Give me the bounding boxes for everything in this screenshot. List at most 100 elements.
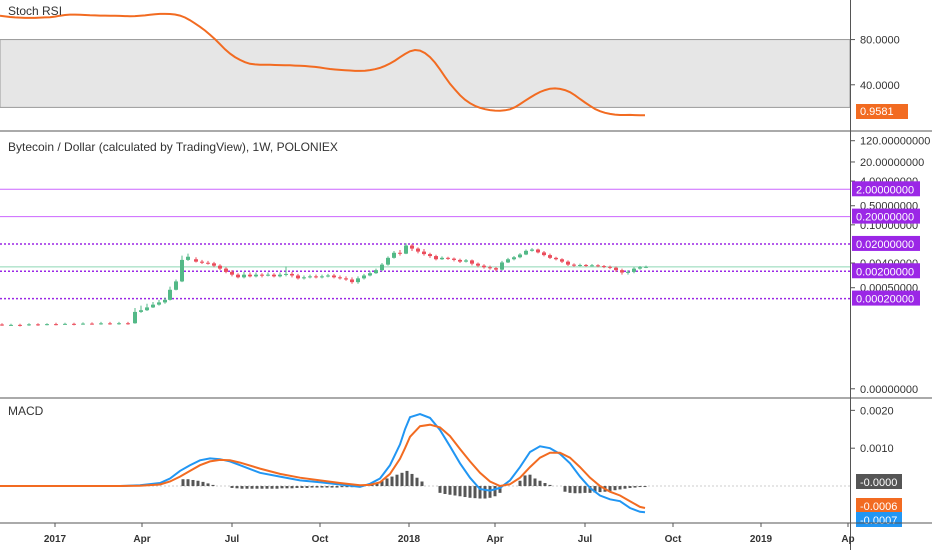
price-candle (428, 252, 432, 258)
macd-histogram-bar (315, 486, 319, 488)
macd-histogram-bar (573, 486, 577, 494)
price-level-badge (852, 181, 920, 197)
macd-histogram-bar (563, 486, 567, 492)
stoch-rsi-band (0, 39, 851, 108)
macd-histogram-bar (415, 477, 419, 487)
price-candle (236, 273, 240, 279)
price-candle (230, 270, 234, 277)
macd-histogram-bar (206, 483, 210, 487)
price-candle (464, 259, 468, 263)
macd-histogram-bar (201, 481, 205, 487)
price-candle (332, 273, 336, 279)
macd-histogram-bar (325, 486, 329, 488)
macd-pane[interactable]: 0.0020 0.0010 -0.0000 -0.0006 -0.0007 MACD (0, 404, 902, 527)
price-candle (596, 264, 600, 268)
stoch-rsi-tick-label: 40.0000 (860, 80, 900, 92)
macd-histogram-bar (410, 473, 414, 487)
macd-histogram-bar (523, 475, 527, 487)
macd-histogram-bar (643, 486, 647, 488)
macd-histogram-bar (305, 486, 309, 488)
price-candle (422, 249, 426, 256)
stoch-rsi-pane[interactable]: 80.0000 40.0000 Stoch RSI 0.9581 (0, 4, 908, 119)
macd-histogram-bar (548, 484, 552, 487)
macd-histogram-bar (345, 486, 349, 488)
time-axis-label: Oct (312, 534, 329, 545)
price-candle (254, 272, 258, 278)
price-candle (302, 275, 306, 280)
macd-value-badge (856, 498, 902, 513)
price-candle (81, 322, 85, 325)
price-candle (434, 254, 438, 261)
price-candle (476, 262, 480, 268)
macd-histogram-bar (518, 480, 522, 487)
macd-histogram-bar (405, 470, 409, 487)
price-candle (266, 272, 270, 277)
stoch-rsi-line (0, 12, 645, 117)
macd-histogram-bar (618, 486, 622, 490)
price-level-badge (852, 208, 920, 224)
time-axis-label: Jul (225, 534, 240, 545)
price-candle (163, 297, 167, 304)
price-candle (278, 272, 282, 278)
price-candle (458, 258, 462, 264)
macd-histogram-bar (593, 486, 597, 493)
price-candle (168, 286, 172, 301)
macd-histogram-bar (181, 479, 185, 487)
macd-histogram-bar (395, 474, 399, 487)
macd-histogram-bar (280, 486, 284, 489)
price-level-badge-label: 0.00200000 (856, 266, 914, 278)
price-candle (284, 266, 288, 277)
macd-histogram-bar (478, 486, 482, 499)
price-candle (180, 255, 184, 283)
price-candle (572, 263, 576, 267)
price-candle (416, 247, 420, 254)
price-pane[interactable]: 120.0000000020.000000004.000000000.50000… (0, 136, 930, 396)
price-candle (368, 271, 372, 277)
price-candle (272, 273, 276, 278)
price-candle (452, 257, 456, 262)
price-candle (530, 248, 534, 252)
macd-histogram-bar (473, 486, 477, 499)
macd-histogram-bar (538, 480, 542, 487)
macd-value-badge (856, 474, 902, 489)
price-candles (0, 243, 648, 327)
price-candle (194, 257, 198, 263)
price-candle (308, 274, 312, 279)
price-candle (126, 321, 130, 325)
macd-histogram-bar (211, 484, 215, 487)
price-level-lines (0, 188, 850, 300)
price-candle (410, 243, 414, 252)
price-candle (566, 260, 570, 267)
macd-histogram-bar (235, 486, 239, 489)
macd-histogram-bar (250, 486, 254, 489)
time-axis[interactable]: 2017 Apr Jul Oct 2018 Apr Jul Oct 2019 Ap (44, 523, 855, 545)
price-candle (440, 256, 444, 260)
macd-histogram-bar (240, 486, 244, 489)
macd-histogram-bar (598, 486, 602, 493)
price-candle (200, 259, 204, 264)
price-candle (404, 243, 408, 255)
price-candle (524, 249, 528, 256)
price-candle (548, 253, 552, 260)
price-candle (212, 261, 216, 268)
stoch-rsi-value-badge: 0.9581 (856, 104, 908, 119)
price-candle (206, 260, 210, 265)
time-axis-label: 2017 (44, 534, 67, 545)
macd-histogram-bar (483, 486, 487, 499)
macd-histogram-bar (390, 476, 394, 487)
price-candle (174, 279, 178, 291)
macd-histogram-bar (448, 486, 452, 495)
price-candle (350, 277, 354, 284)
price-candle (117, 321, 121, 325)
macd-histogram-bar (498, 486, 502, 493)
price-candle (608, 265, 612, 270)
macd-histogram-bar (633, 486, 637, 488)
price-candle (248, 272, 252, 278)
price-candle (446, 256, 450, 260)
stoch-rsi-tick-label: 80.0000 (860, 35, 900, 47)
price-candle (290, 271, 294, 278)
macd-histogram-bar (458, 486, 462, 497)
price-candle (224, 267, 228, 274)
